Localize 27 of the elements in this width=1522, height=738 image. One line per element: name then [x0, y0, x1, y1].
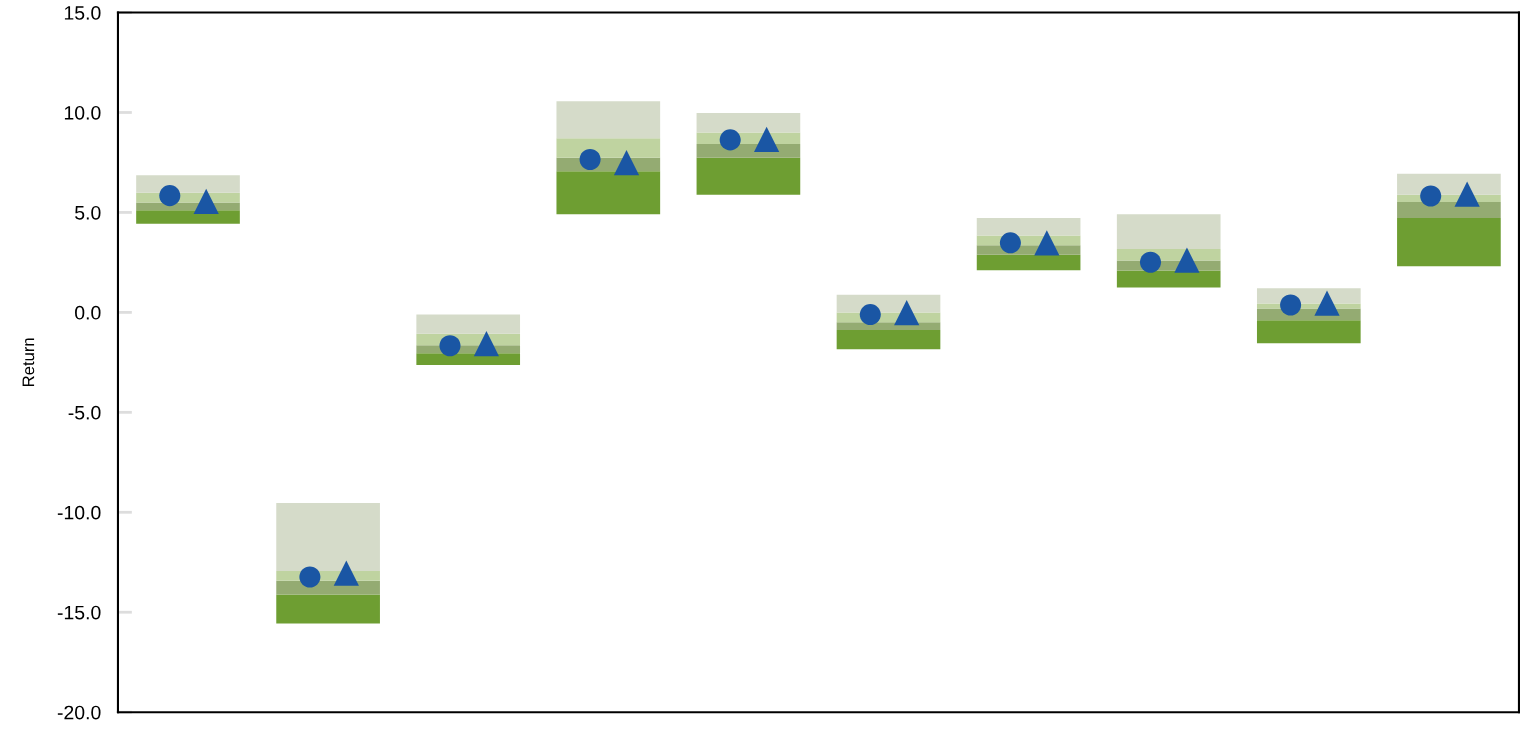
bar — [1397, 218, 1501, 267]
y-tick-label: 0.0 — [75, 305, 101, 320]
bar — [556, 101, 661, 139]
y-tick-label: -5.0 — [68, 405, 101, 420]
bar — [976, 254, 1081, 271]
bar — [416, 353, 521, 365]
bar — [1116, 270, 1221, 288]
y-tick-label: 10.0 — [64, 105, 101, 120]
bar — [136, 210, 240, 224]
bar — [836, 329, 941, 350]
y-tick-label: 5.0 — [75, 205, 101, 220]
bar — [696, 157, 801, 195]
bar — [696, 112, 801, 133]
bar — [276, 503, 380, 572]
bar — [416, 314, 521, 334]
y-tick-label: -15.0 — [57, 605, 101, 620]
bar — [1256, 320, 1361, 344]
bar — [1116, 214, 1221, 250]
y-tick-label: 15.0 — [64, 6, 101, 20]
bar — [976, 218, 1081, 236]
y-tick-label: -10.0 — [57, 505, 101, 520]
bar — [556, 138, 661, 158]
bar — [556, 171, 661, 215]
bar — [276, 594, 380, 624]
bar — [136, 175, 240, 193]
y-axis-title: Return — [22, 338, 35, 386]
y-tick-label: -20.0 — [57, 705, 101, 720]
